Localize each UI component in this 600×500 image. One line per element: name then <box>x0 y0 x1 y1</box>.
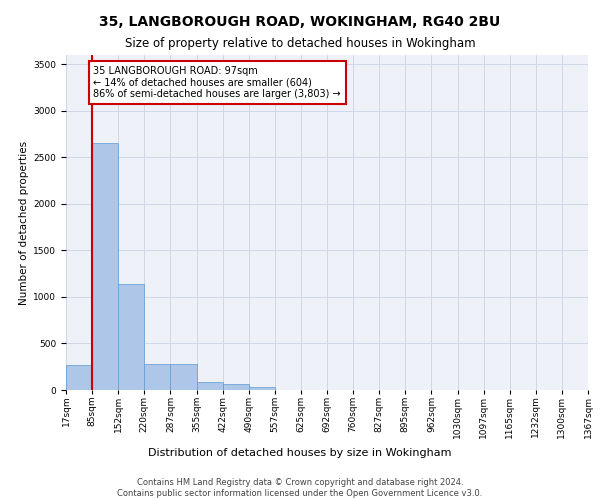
Bar <box>145 364 170 390</box>
Text: Size of property relative to detached houses in Wokingham: Size of property relative to detached ho… <box>125 38 475 51</box>
Text: 35, LANGBOROUGH ROAD, WOKINGHAM, RG40 2BU: 35, LANGBOROUGH ROAD, WOKINGHAM, RG40 2B… <box>100 15 500 29</box>
Bar <box>249 386 275 390</box>
Y-axis label: Number of detached properties: Number of detached properties <box>19 140 29 304</box>
Text: Distribution of detached houses by size in Wokingham: Distribution of detached houses by size … <box>148 448 452 458</box>
Bar <box>66 365 92 390</box>
Text: 35 LANGBOROUGH ROAD: 97sqm
← 14% of detached houses are smaller (604)
86% of sem: 35 LANGBOROUGH ROAD: 97sqm ← 14% of deta… <box>94 66 341 100</box>
Bar <box>92 144 118 390</box>
Bar <box>118 284 145 390</box>
Bar <box>223 384 249 390</box>
Bar <box>170 364 197 390</box>
Text: Contains HM Land Registry data © Crown copyright and database right 2024.
Contai: Contains HM Land Registry data © Crown c… <box>118 478 482 498</box>
Bar <box>197 382 223 390</box>
